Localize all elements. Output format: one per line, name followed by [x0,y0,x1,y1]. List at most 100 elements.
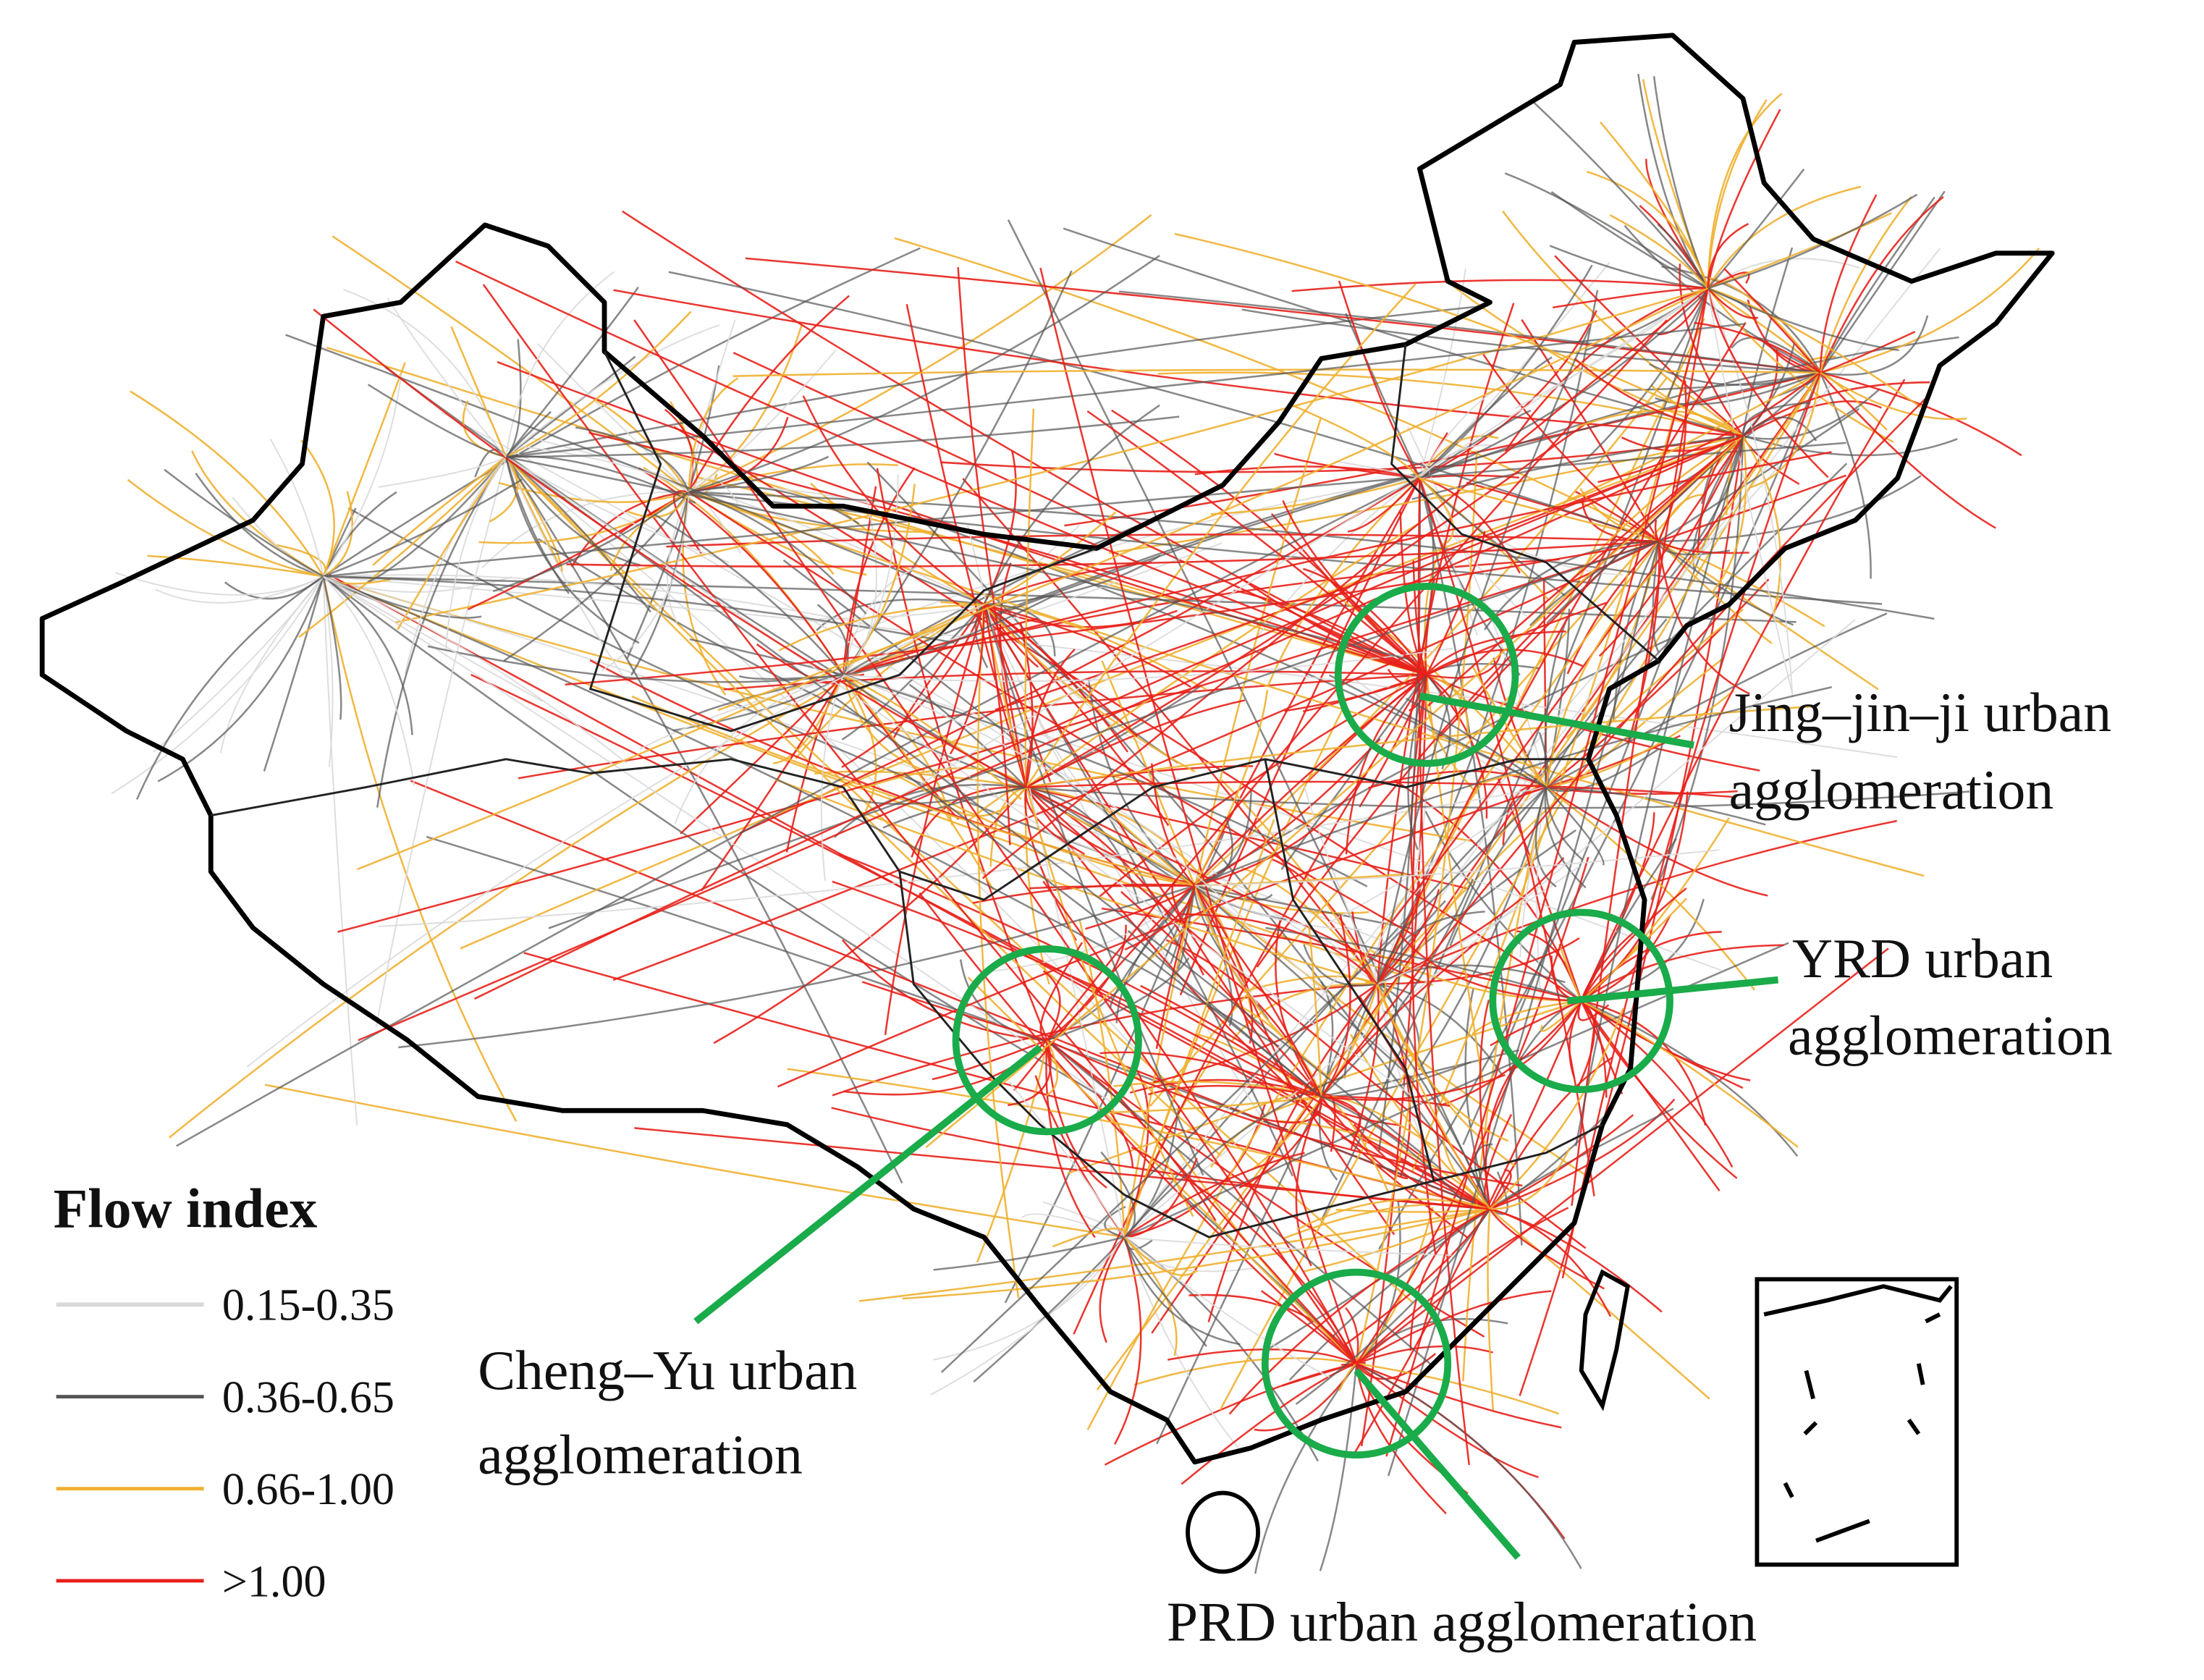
flow-line [1114,1236,1142,1445]
border [211,758,844,816]
flow-line [1101,660,1196,887]
flow-line [940,786,1548,1373]
flow-line [1188,1293,1358,1364]
flow-line [130,390,324,578]
flow-line [322,247,921,578]
flow-line [1274,452,1420,479]
flow-line [1047,1039,1523,1187]
flow-line [1489,1008,1624,1210]
flow-line [1356,1290,1552,1364]
flow-line [1579,488,1659,543]
flow-line [505,355,636,458]
flow-line [127,478,324,578]
flow-line [680,674,845,835]
flow-line [843,468,1435,676]
flow-line [474,435,1744,1000]
flow-line [1580,944,1784,1002]
flow-line [1303,944,1378,987]
legend-title: Flow index [54,1178,318,1240]
flow-line [504,457,640,644]
flow-line [1340,1136,1491,1210]
flow-line [1296,1198,1490,1231]
flow-line [1707,288,1829,478]
flow-line [505,410,552,458]
flow-line [992,371,1821,618]
flow-line [1377,478,1422,1153]
flow-line [505,456,651,613]
flow-line [505,456,1414,1304]
flow-line [1118,290,1821,374]
flow-line [1319,1363,1358,1571]
flow-line [1658,540,1794,626]
leader-line [693,1044,1043,1325]
flow-line [1241,308,1820,374]
flow-line [1045,1039,1059,1097]
flow-line [911,786,1026,858]
flow-line [164,468,324,578]
flow-line [1025,523,1419,788]
flow-line [323,575,1118,1107]
flow-line [1490,1000,1582,1047]
flow-line [1194,764,1372,887]
flow-line [445,456,507,650]
flow-line [777,786,1547,1088]
flow-line [1426,601,1607,676]
flow-line [1742,400,1883,437]
flow-line [1707,271,1750,290]
flow-line [1419,478,1523,1246]
flow-line [115,572,324,596]
flow-line [1320,1095,1463,1202]
flow-line [498,481,689,504]
flow-line [1545,786,1605,866]
flow-line [1426,674,1451,770]
flow-line [745,257,1820,374]
highlight-circle [1489,908,1673,1094]
flow-line [1320,397,1927,1097]
flow-line [1029,793,1196,887]
flow-line [1194,465,1420,479]
flow-line [1377,964,1566,985]
flow-line [505,456,1442,1170]
flow-line [1819,371,1996,529]
flow-line [322,362,406,577]
flow-line [989,786,1026,867]
flow-line [1545,786,1768,897]
flow-line [1652,76,1709,289]
flow-line [1568,1000,1582,1079]
flow-line [1156,1096,1322,1445]
flow-line [1670,435,1744,578]
flow-line [1353,1123,1490,1210]
flow-line [322,575,413,735]
flow-line [565,540,1659,685]
flow-line [1489,1208,1605,1290]
flow-line [831,1107,1490,1210]
flow-line [322,576,342,720]
flow-line [1171,879,1196,922]
flow-line [1111,409,1428,676]
flow-line [1819,190,1946,373]
flow-line [1545,609,1744,788]
flow-line [135,575,324,800]
flow-line [1580,838,1677,1002]
flow-line [1707,288,1793,693]
flow-line [976,604,1020,1299]
flow-line [1099,1236,1126,1343]
flow-line [1151,372,1821,1334]
flow-line [930,1236,1126,1396]
flow-line [1580,929,1637,1002]
flow-line [265,1084,1125,1238]
flow-line [1046,1039,1435,1368]
flow-line [1490,1147,1571,1210]
flow-line [1377,866,1580,985]
flow-line [701,674,845,892]
flow-line [713,786,1027,1044]
flow-line [1417,478,1470,1466]
flow-line [492,491,690,592]
flow-line [1124,1103,1266,1238]
flow-line [1529,540,1659,627]
flow-line [858,1208,1490,1302]
flow-line [626,491,690,659]
flow-line [1427,435,1744,706]
flow-line [1497,777,1582,1002]
flow-line [1419,310,1597,479]
